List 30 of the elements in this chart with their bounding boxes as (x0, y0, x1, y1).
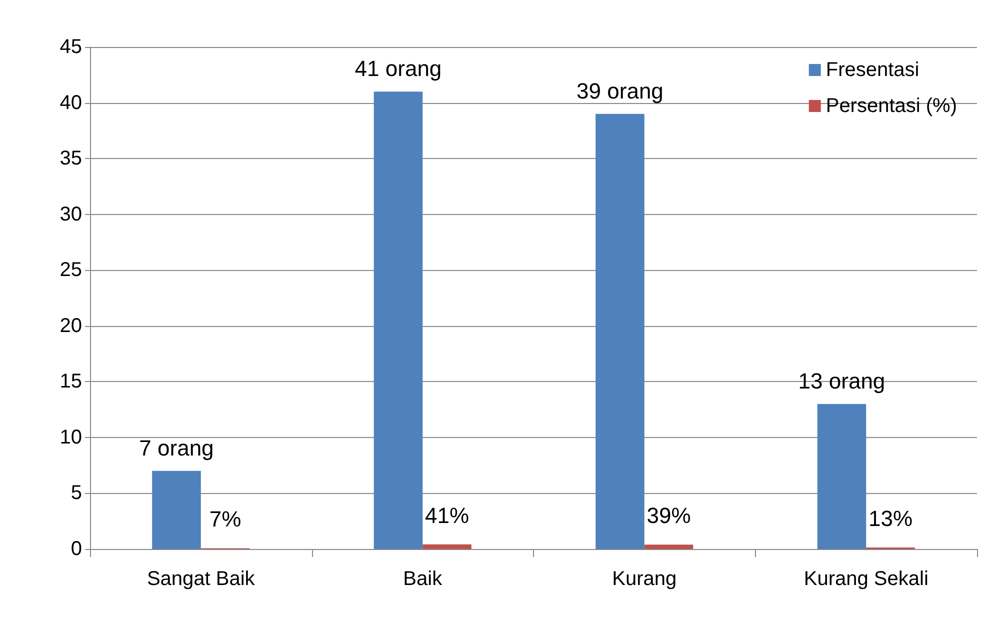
y-tick-label: 40 (60, 92, 82, 114)
y-tick-label: 0 (70, 538, 82, 560)
y-tick-label: 5 (70, 482, 82, 504)
bar (596, 114, 644, 549)
y-tick-label: 30 (60, 203, 82, 226)
y-tick-label: 25 (60, 259, 82, 282)
x-tick-label: Sangat Baik (146, 568, 256, 590)
data-label: 39% (646, 503, 691, 528)
bar (374, 92, 423, 549)
data-label: 7 orang (139, 435, 214, 460)
y-tick-label: 10 (60, 426, 82, 448)
data-label: 7% (209, 506, 242, 532)
data-label: 13% (868, 506, 913, 532)
x-tick-label: Kurang (612, 568, 677, 590)
x-tick-label: Kurang Sekali (804, 568, 928, 590)
legend-label: Persentasi (%) (826, 95, 958, 117)
bar (152, 470, 201, 549)
data-label: 41 orang (354, 56, 442, 82)
y-tick-label: 45 (60, 36, 82, 58)
data-label: 39 orang (576, 78, 664, 104)
data-label: 41% (424, 502, 470, 528)
legend-label: Fresentasi (826, 59, 920, 81)
y-tick-label: 35 (60, 148, 82, 170)
bar (817, 404, 866, 549)
y-tick-label: 20 (60, 314, 82, 337)
x-tick-label: Baik (403, 568, 444, 590)
bar (644, 544, 694, 549)
bar (422, 544, 472, 549)
y-tick-label: 15 (60, 370, 82, 393)
data-label: 13 orang (798, 368, 886, 394)
